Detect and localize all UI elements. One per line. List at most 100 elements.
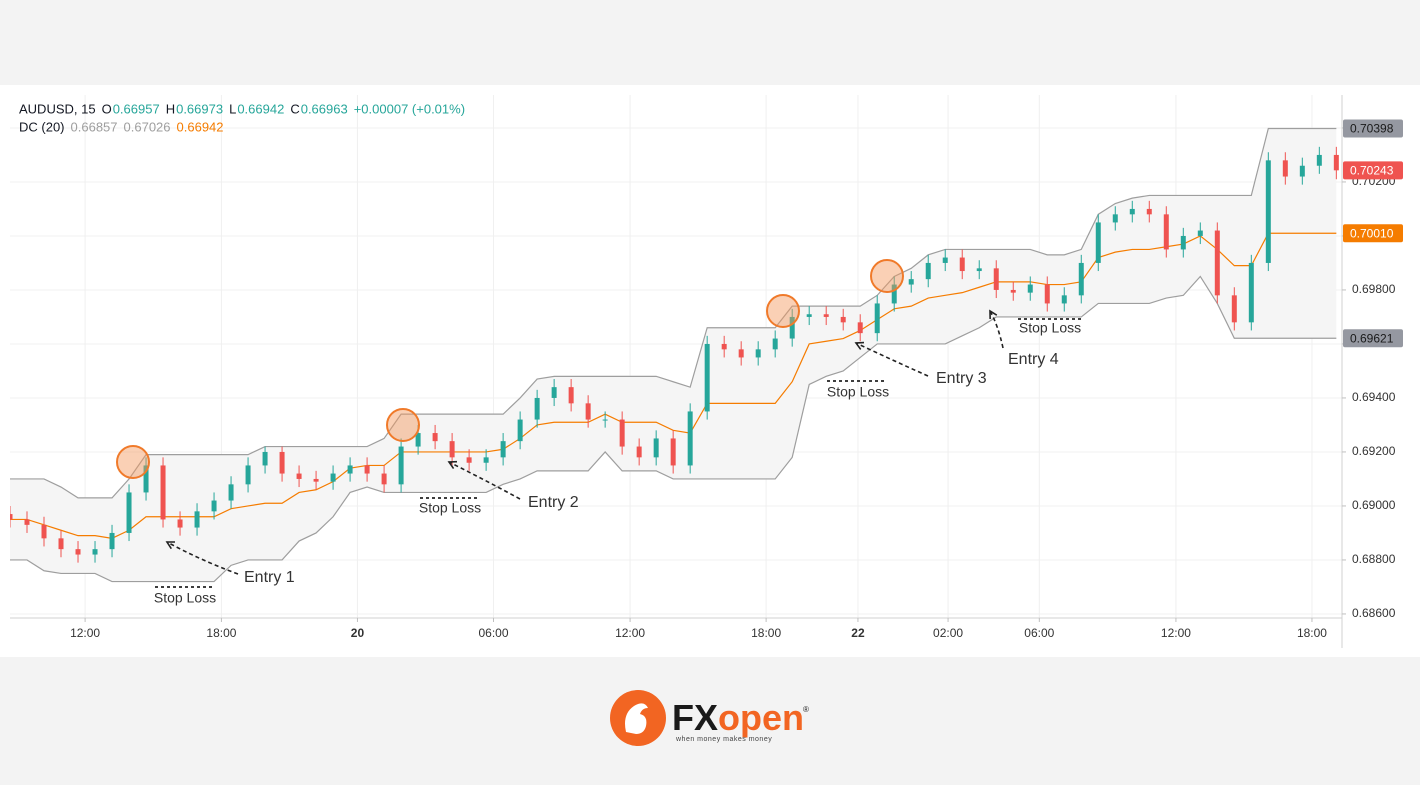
- candle-body: [1299, 165, 1305, 177]
- candle-body: [925, 262, 931, 280]
- candle-body: [347, 465, 353, 474]
- stop-loss-label: Stop Loss: [827, 384, 889, 400]
- candle-body: [1231, 295, 1237, 323]
- candle-body: [449, 441, 455, 458]
- entry-arrow: [166, 541, 239, 575]
- candle-body: [789, 316, 795, 339]
- brand-open: open: [718, 697, 804, 738]
- ohlc-key: H: [166, 101, 175, 116]
- candle-body: [1282, 160, 1288, 177]
- candle-body: [568, 387, 574, 404]
- registered-mark: ®: [803, 705, 809, 714]
- indicator-value: 0.67026: [124, 119, 171, 134]
- y-tick-label: 0.69000: [1352, 498, 1396, 512]
- candle-body: [1265, 160, 1271, 263]
- candle-body: [1078, 262, 1084, 296]
- candle-body: [1316, 154, 1322, 166]
- candle-body: [415, 433, 421, 447]
- candle-body: [1146, 208, 1152, 215]
- tagline: when money makes money: [675, 736, 772, 743]
- y-tick-label: 0.68800: [1352, 552, 1396, 566]
- plot-area: [10, 127, 1339, 583]
- x-tick-label: 18:00: [206, 626, 236, 640]
- candle-body: [1129, 208, 1135, 215]
- entry-highlight: [766, 294, 800, 328]
- candle-body: [109, 532, 115, 550]
- price-tag-label: 0.70010: [1350, 226, 1394, 240]
- candle-body: [245, 465, 251, 485]
- candle-body: [75, 549, 81, 555]
- candle-body: [908, 279, 914, 285]
- price-tag: [1343, 119, 1403, 138]
- candle-body: [160, 465, 166, 520]
- candle-body: [738, 349, 744, 358]
- candle-body: [1061, 295, 1067, 304]
- candle-body: [92, 549, 98, 555]
- candle-body: [619, 419, 625, 447]
- candle-body: [534, 397, 540, 420]
- channel-fill: [10, 128, 1337, 582]
- candle-body: [636, 446, 642, 458]
- change: +0.00007 (+0.01%): [354, 101, 465, 116]
- logo: FXopen ® when money makes money: [610, 690, 809, 746]
- logo-glyph: [625, 703, 648, 734]
- candle-body: [500, 441, 506, 458]
- candle-body: [398, 446, 404, 485]
- candle-body: [721, 343, 727, 350]
- indicator-name: DC (20): [19, 119, 65, 134]
- candle-body: [1095, 222, 1101, 263]
- candle-body: [1163, 214, 1169, 250]
- entry-label: Entry 4: [1008, 351, 1059, 368]
- x-tick-label: 12:00: [615, 626, 645, 640]
- candle-body: [959, 257, 965, 272]
- candle-body: [891, 284, 897, 304]
- candle-body: [58, 538, 64, 550]
- candle-body: [279, 451, 285, 474]
- candle-body: [364, 465, 370, 474]
- ohlc-value: 0.66973: [176, 101, 223, 116]
- candle-body: [670, 438, 676, 466]
- candle-body: [687, 411, 693, 466]
- candle-body: [602, 419, 608, 421]
- x-tick-label: 18:00: [751, 626, 781, 640]
- candle-body: [1112, 214, 1118, 223]
- ohlc-value: 0.66942: [237, 101, 284, 116]
- entry-highlight: [386, 408, 420, 442]
- arrow-head: [165, 541, 176, 550]
- candle-body: [466, 457, 472, 463]
- ohlc-key: O: [102, 101, 112, 116]
- symbol: AUDUSD, 15: [19, 101, 96, 116]
- candle-body: [194, 511, 200, 528]
- axes: 0.68600 0.68800 0.69000 0.69200 0.69400 0.696…: [70, 119, 1403, 640]
- candle-body: [262, 451, 268, 466]
- x-tick-label: 18:00: [1297, 626, 1327, 640]
- ohlc-key: L: [229, 101, 236, 116]
- candle-body: [857, 322, 863, 334]
- candle-body: [942, 257, 948, 263]
- price-tag-label: 0.70398: [1350, 122, 1394, 136]
- candle-body: [517, 419, 523, 442]
- channel-lower: [10, 275, 1337, 583]
- price-tag: [1343, 224, 1403, 243]
- candle-body: [330, 473, 336, 482]
- candle-body: [993, 268, 999, 290]
- price-tag-label: 0.70243: [1350, 164, 1394, 178]
- y-tick-label: 0.68600: [1352, 606, 1396, 620]
- candle-body: [1197, 230, 1203, 236]
- candle-body: [551, 387, 557, 398]
- x-tick-label: 22: [851, 626, 865, 640]
- candle-body: [653, 438, 659, 458]
- candle-body: [1044, 284, 1050, 304]
- arrow-head: [989, 309, 998, 320]
- indicator-value: 0.66857: [71, 119, 118, 134]
- x-tick-label: 02:00: [933, 626, 963, 640]
- entry-label: Entry 3: [936, 370, 987, 387]
- legend-header: AUDUSD, 15 O 0.66957 H 0.66973 L 0.66942 C 0.669…: [19, 101, 465, 134]
- entry-arrow: [448, 461, 521, 500]
- candle-body: [313, 478, 319, 482]
- candle-body: [381, 473, 387, 485]
- arrow-head: [447, 460, 458, 470]
- y-tick-label: 0.69800: [1352, 282, 1396, 296]
- candle-body: [585, 403, 591, 420]
